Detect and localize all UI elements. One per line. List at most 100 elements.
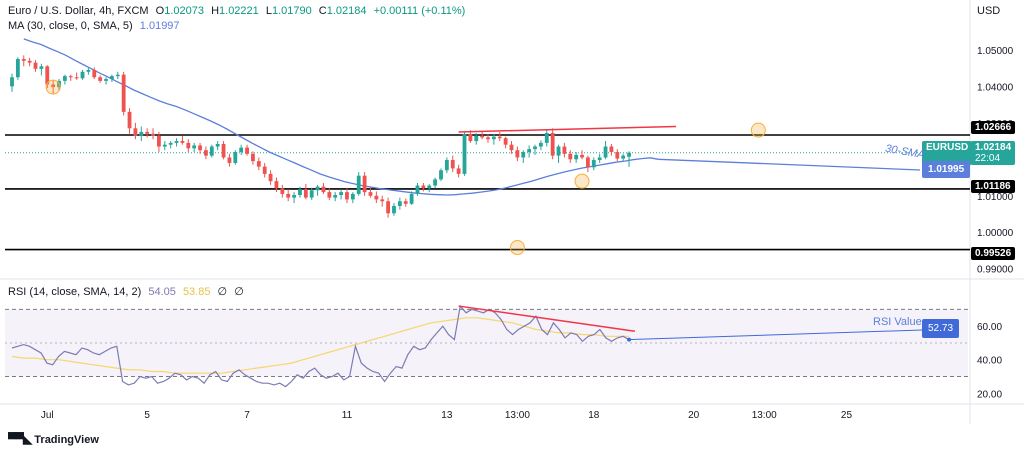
candle-body — [86, 69, 91, 72]
candle-body — [462, 134, 467, 174]
candle-body — [591, 160, 596, 168]
candle-body — [356, 175, 361, 194]
candle-body — [145, 131, 150, 134]
candle-body — [198, 145, 202, 151]
candle-body — [245, 147, 249, 154]
candle-body — [51, 84, 56, 88]
candle-body — [497, 136, 502, 139]
candle-body — [251, 153, 255, 162]
tradingview-brand: TradingView — [34, 434, 99, 446]
candle-body — [533, 146, 537, 150]
candle-body — [215, 143, 220, 147]
candle-body — [603, 146, 608, 158]
rsi-tick-label: 40.00 — [977, 356, 1002, 367]
candle-body — [444, 160, 449, 171]
open-label: O — [155, 5, 165, 17]
candle-body — [104, 79, 108, 81]
candle-body — [21, 59, 26, 61]
price-tick-label: 1.05000 — [977, 46, 1014, 57]
price-tick-label: 1.04000 — [977, 82, 1014, 93]
candle-body — [157, 135, 161, 147]
highlight-circle — [574, 173, 590, 189]
hline-2-value: 1.01186 — [975, 181, 1011, 192]
rsi-value-annotation: RSI Value — [873, 316, 922, 328]
candle-body — [574, 154, 579, 160]
candle-body — [392, 205, 396, 214]
candle-body — [98, 77, 103, 81]
candle-body — [556, 146, 561, 156]
price-badge: 1.02184 22:04 — [971, 141, 1016, 165]
rsi-label: RSI (14, close, SMA, 14, 2) — [8, 286, 142, 298]
candle-body — [168, 142, 173, 145]
candle-body — [509, 144, 514, 151]
candle-body — [397, 201, 402, 206]
candle-body — [74, 77, 79, 79]
candle-body — [480, 135, 485, 138]
candle-body — [345, 192, 349, 200]
time-tick-label: 25 — [841, 410, 853, 421]
ma-badge-value: 1.01995 — [928, 164, 965, 175]
time-tick-label: 11 — [342, 410, 353, 421]
candle-body — [221, 143, 226, 158]
symbol-badge-name: EURUSD — [926, 142, 969, 153]
symbol-header: Euro / U.S. Dollar, 4h, FXCM O1.02073 H1… — [8, 5, 469, 17]
price-tick-label: 0.99000 — [977, 265, 1014, 276]
time-tick-label: 13:00 — [752, 410, 777, 421]
rsi-pointer-line — [629, 329, 923, 341]
candle-body — [68, 76, 73, 78]
candle-body — [503, 138, 508, 145]
candle-body — [439, 170, 443, 180]
hline-badge-2: 1.01186 — [971, 180, 1015, 193]
symbol-name: Euro / U.S. Dollar, 4h, FXCM — [8, 5, 149, 17]
candle-body — [303, 189, 308, 198]
candle-body — [521, 152, 526, 158]
close-label: C — [318, 5, 327, 17]
rsi-ma-line — [11, 317, 629, 374]
ma-projection — [658, 158, 921, 171]
candle-body — [339, 192, 344, 196]
candle-body — [180, 141, 185, 143]
time-tick-label: Jul — [41, 410, 54, 421]
time-tick-label: 7 — [244, 410, 250, 421]
candle-body — [62, 76, 67, 81]
candle-body — [580, 154, 584, 158]
candle-body — [80, 71, 85, 79]
candle-body — [368, 192, 373, 196]
candle-body — [386, 201, 391, 214]
tradingview-icon: ▀▀◣ — [8, 432, 32, 446]
candle-body — [192, 145, 197, 149]
rsi-tick-label: 60.00 — [977, 322, 1002, 333]
candle-body — [45, 66, 50, 85]
low-value: 1.01790 — [271, 5, 312, 17]
rsi-value-badge: 52.73 — [922, 319, 960, 338]
high-value: 1.02221 — [219, 5, 259, 17]
hline-badge-3: 0.99526 — [971, 247, 1016, 260]
rsi-header: RSI (14, close, SMA, 14, 2) 54.05 53.85 … — [8, 285, 248, 298]
tradingview-logo[interactable]: ▀▀◣ TradingView — [8, 432, 99, 446]
candle-body — [403, 201, 408, 204]
time-tick-label: 13 — [441, 410, 453, 421]
candle-body — [538, 142, 543, 147]
ma-label: MA (30, close, 0, SMA, 5) — [8, 20, 133, 32]
rsi-ma-value: 53.85 — [182, 286, 211, 298]
price-tick-label: 1.00000 — [977, 228, 1014, 239]
candle-body — [427, 185, 432, 189]
candle-body — [415, 185, 420, 194]
candle-body — [298, 189, 302, 196]
close-value: 1.02184 — [326, 5, 367, 17]
candle-body — [227, 157, 232, 163]
candle-body — [162, 144, 167, 147]
candle-body — [468, 134, 473, 142]
ma-badge: 1.01995 — [922, 161, 971, 178]
candle-body — [421, 185, 426, 189]
candle-body — [233, 152, 238, 163]
candle-body — [33, 62, 38, 69]
time-tick-label: 20 — [688, 410, 700, 421]
rsi-line — [11, 304, 630, 388]
candle-body — [121, 74, 126, 112]
rsi-value: 54.05 — [148, 286, 176, 298]
ma-header: MA (30, close, 0, SMA, 5) 1.01997 — [8, 20, 184, 32]
candle-body — [409, 193, 414, 204]
open-value: 1.02073 — [164, 5, 204, 17]
